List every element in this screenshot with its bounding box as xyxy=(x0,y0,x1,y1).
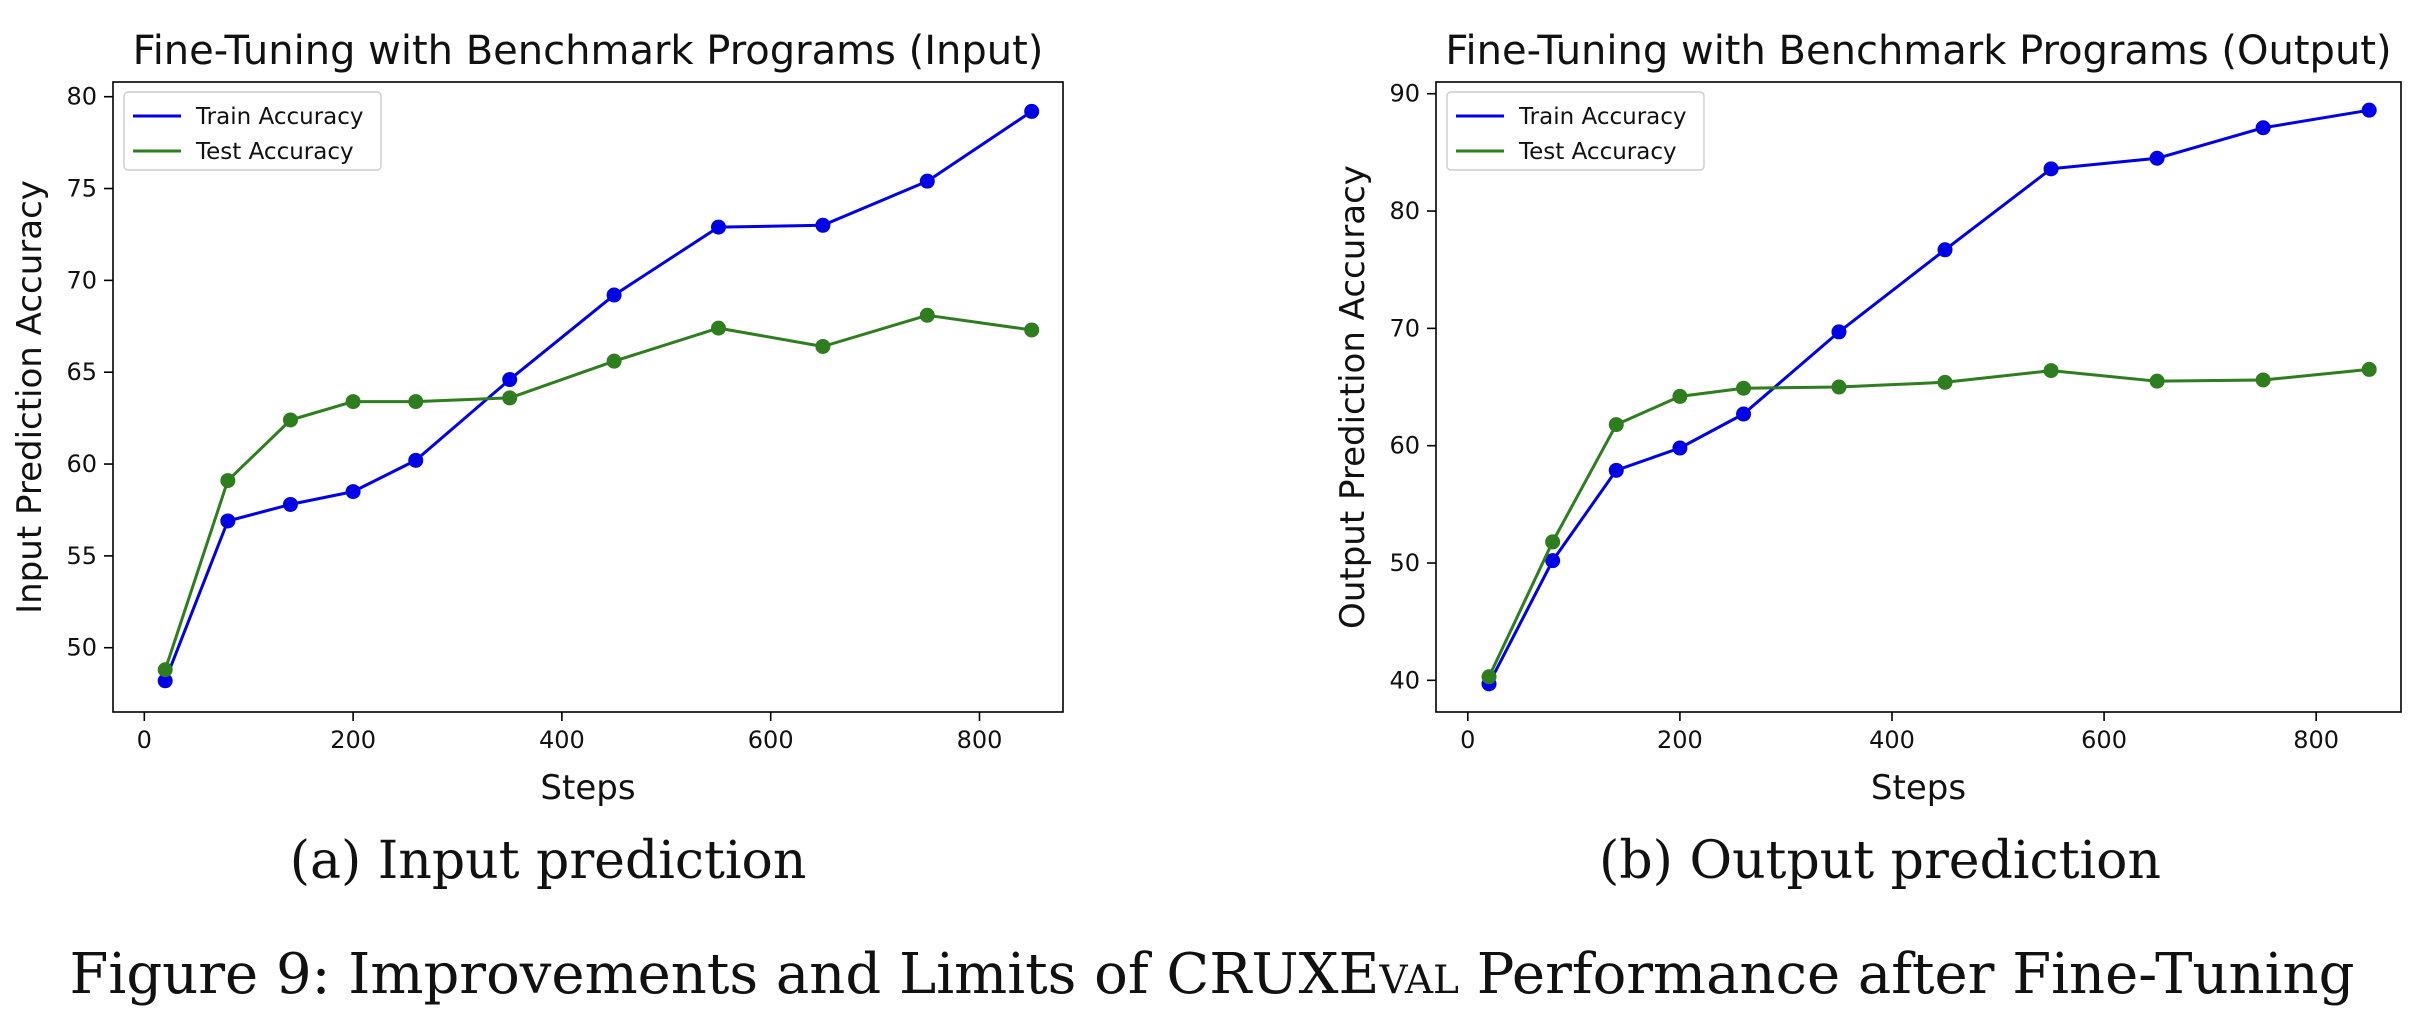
series-line-train-accuracy xyxy=(163,110,1033,682)
y-tick-label: 70 xyxy=(1389,314,1420,342)
data-point-test-accuracy xyxy=(157,662,173,678)
data-point-train-accuracy xyxy=(1937,242,1953,258)
data-point-test-accuracy xyxy=(1937,374,1953,390)
data-point-train-accuracy xyxy=(815,217,831,233)
data-point-test-accuracy xyxy=(2255,372,2271,388)
y-tick-label: 50 xyxy=(1389,549,1420,577)
data-point-test-accuracy xyxy=(220,473,236,489)
data-point-train-accuracy xyxy=(606,287,622,303)
x-axis-label: Steps xyxy=(540,768,635,808)
data-point-train-accuracy xyxy=(1831,324,1847,340)
data-point-test-accuracy xyxy=(710,320,726,336)
y-tick-label: 60 xyxy=(1389,432,1420,460)
data-point-test-accuracy xyxy=(1481,669,1497,685)
x-tick-label: 600 xyxy=(2081,726,2127,754)
data-point-train-accuracy xyxy=(710,219,726,235)
caption-name-smallcaps: val xyxy=(1378,942,1459,1007)
data-point-test-accuracy xyxy=(2043,363,2059,379)
y-tick-label: 75 xyxy=(66,175,97,203)
data-point-train-accuracy xyxy=(1545,553,1561,569)
legend-label-test-accuracy: Test Accuracy xyxy=(195,139,354,165)
data-point-test-accuracy xyxy=(282,412,298,428)
x-tick-label: 200 xyxy=(330,726,376,754)
chart-title: Fine-Tuning with Benchmark Programs (Out… xyxy=(1445,28,2391,74)
data-point-train-accuracy xyxy=(919,173,935,189)
y-tick-label: 80 xyxy=(66,83,97,111)
series-line-train-accuracy xyxy=(1487,108,2370,685)
figure-caption: Figure 9: Improvements and Limits of CRU… xyxy=(70,942,2355,1007)
chart-title: Fine-Tuning with Benchmark Programs (Inp… xyxy=(133,28,1044,74)
data-point-test-accuracy xyxy=(1831,379,1847,395)
data-point-train-accuracy xyxy=(2361,102,2377,118)
caption-name-caps: CRUXE xyxy=(1166,942,1379,1007)
x-tick-label: 600 xyxy=(748,726,794,754)
plot-frame xyxy=(1435,81,2402,713)
y-tick-label: 65 xyxy=(66,358,97,386)
legend-label-train-accuracy: Train Accuracy xyxy=(1518,104,1687,130)
legend-box xyxy=(1446,91,1705,171)
x-tick-label: 400 xyxy=(539,726,585,754)
data-point-train-accuracy xyxy=(1736,406,1752,422)
caption-prefix: Figure 9: Improvements and Limits of xyxy=(70,942,1167,1007)
legend-label-train-accuracy: Train Accuracy xyxy=(195,104,364,130)
data-point-train-accuracy xyxy=(157,673,173,689)
data-point-train-accuracy xyxy=(502,372,518,388)
data-point-test-accuracy xyxy=(2361,361,2377,377)
data-point-test-accuracy xyxy=(1736,380,1752,396)
plot-frame xyxy=(112,81,1064,713)
subcaption-a: (a) Input prediction xyxy=(290,831,807,891)
data-point-test-accuracy xyxy=(919,307,935,323)
data-point-test-accuracy xyxy=(1608,417,1624,433)
legend-label-test-accuracy: Test Accuracy xyxy=(1518,139,1677,165)
y-tick-label: 70 xyxy=(66,266,97,294)
y-tick-label: 90 xyxy=(1389,80,1420,108)
y-tick-label: 50 xyxy=(66,634,97,662)
legend-box xyxy=(123,91,382,171)
y-tick-label: 40 xyxy=(1389,666,1420,694)
data-point-test-accuracy xyxy=(1672,388,1688,404)
data-point-train-accuracy xyxy=(1024,103,1040,119)
y-tick-label: 80 xyxy=(1389,197,1420,225)
data-point-train-accuracy xyxy=(220,513,236,529)
x-tick-label: 200 xyxy=(1657,726,1703,754)
x-tick-label: 0 xyxy=(137,726,152,754)
series-line-test-accuracy xyxy=(163,313,1032,671)
subcaption-b: (b) Output prediction xyxy=(1599,831,2161,891)
data-point-train-accuracy xyxy=(1608,462,1624,478)
y-axis-label: Output Prediction Accuracy xyxy=(1333,165,1373,629)
y-tick-label: 60 xyxy=(66,450,97,478)
series-line-test-accuracy xyxy=(1487,367,2370,678)
data-point-test-accuracy xyxy=(345,394,361,410)
chart-input-prediction: Fine-Tuning with Benchmark Programs (Inp… xyxy=(10,28,1064,808)
caption-suffix: Performance after Fine-Tuning xyxy=(1459,942,2354,1007)
data-point-train-accuracy xyxy=(2043,161,2059,177)
data-point-test-accuracy xyxy=(815,338,831,354)
x-tick-label: 400 xyxy=(1869,726,1915,754)
y-axis-label: Input Prediction Accuracy xyxy=(10,180,50,614)
x-tick-label: 800 xyxy=(957,726,1003,754)
data-point-test-accuracy xyxy=(1545,534,1561,550)
x-tick-label: 800 xyxy=(2293,726,2339,754)
data-point-test-accuracy xyxy=(606,353,622,369)
data-point-train-accuracy xyxy=(282,496,298,512)
data-point-test-accuracy xyxy=(1024,322,1040,338)
data-point-train-accuracy xyxy=(2149,150,2165,166)
x-axis-label: Steps xyxy=(1871,768,1966,808)
data-point-train-accuracy xyxy=(1672,440,1688,456)
data-point-train-accuracy xyxy=(345,484,361,500)
x-tick-label: 0 xyxy=(1460,726,1475,754)
data-point-test-accuracy xyxy=(408,394,424,410)
data-point-test-accuracy xyxy=(502,390,518,406)
chart-output-prediction: Fine-Tuning with Benchmark Programs (Out… xyxy=(1333,28,2402,808)
data-point-test-accuracy xyxy=(2149,373,2165,389)
data-point-train-accuracy xyxy=(2255,120,2271,136)
data-point-train-accuracy xyxy=(408,452,424,468)
y-tick-label: 55 xyxy=(66,542,97,570)
